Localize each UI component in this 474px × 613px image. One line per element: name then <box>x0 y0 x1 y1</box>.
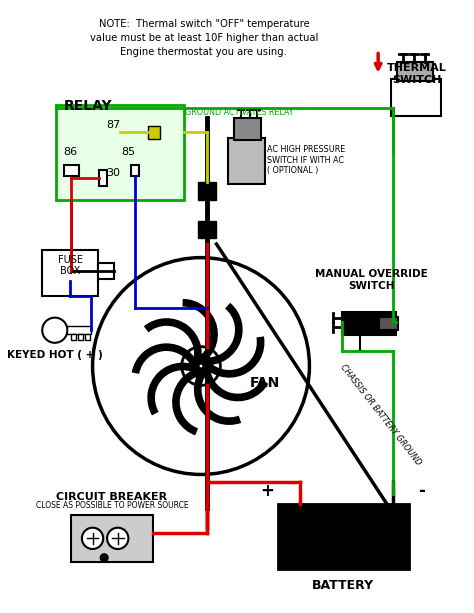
Bar <box>198 182 216 199</box>
Circle shape <box>42 318 67 343</box>
Bar <box>342 312 396 335</box>
Text: CIRCUIT BREAKER: CIRCUIT BREAKER <box>56 492 167 501</box>
Bar <box>71 515 153 562</box>
Text: +: + <box>260 482 274 500</box>
Bar <box>278 503 409 569</box>
Text: KEYED HOT ( + ): KEYED HOT ( + ) <box>7 349 103 360</box>
Bar <box>391 80 441 116</box>
Text: FAN: FAN <box>249 376 280 390</box>
Text: BATTERY: BATTERY <box>312 579 374 592</box>
Text: FUSE
BOX: FUSE BOX <box>58 254 83 276</box>
Bar <box>56 105 183 199</box>
Bar <box>42 250 99 296</box>
Text: 87: 87 <box>106 120 120 130</box>
Bar <box>99 264 114 279</box>
Bar <box>100 170 107 186</box>
Text: AC HIGH PRESSURE
SWITCH IF WITH AC
( OPTIONAL ): AC HIGH PRESSURE SWITCH IF WITH AC ( OPT… <box>267 145 345 175</box>
Bar <box>234 118 261 140</box>
Text: -: - <box>418 482 425 500</box>
Bar <box>67 326 91 334</box>
Text: THERMAL
SWITCH: THERMAL SWITCH <box>387 63 447 85</box>
Bar <box>379 317 399 330</box>
Text: GROUND ACTIVATES RELAY: GROUND ACTIVATES RELAY <box>185 108 294 117</box>
Bar <box>397 62 433 82</box>
Text: 86: 86 <box>64 147 78 157</box>
Bar <box>228 137 265 184</box>
Text: CHASSIS OR BATTERY GROUND: CHASSIS OR BATTERY GROUND <box>339 362 423 466</box>
Circle shape <box>92 257 310 474</box>
Text: MANUAL OVERRIDE
SWITCH: MANUAL OVERRIDE SWITCH <box>315 269 428 291</box>
Bar <box>85 334 90 340</box>
Text: RELAY: RELAY <box>64 99 112 113</box>
Text: NOTE:  Thermal switch "OFF" temperature
value must be at least 10F higher than a: NOTE: Thermal switch "OFF" temperature v… <box>90 20 318 58</box>
Bar <box>131 165 139 177</box>
Text: 85: 85 <box>122 147 136 157</box>
Circle shape <box>82 528 103 549</box>
Circle shape <box>182 347 220 386</box>
Bar <box>198 221 216 238</box>
Bar <box>148 126 160 139</box>
Text: 30: 30 <box>106 169 120 178</box>
Bar <box>71 334 76 340</box>
Text: CLOSE AS POSSIBLE TO POWER SOURCE: CLOSE AS POSSIBLE TO POWER SOURCE <box>36 501 188 510</box>
Circle shape <box>100 554 108 562</box>
Bar <box>78 334 83 340</box>
Bar <box>64 165 79 177</box>
Circle shape <box>107 528 128 549</box>
